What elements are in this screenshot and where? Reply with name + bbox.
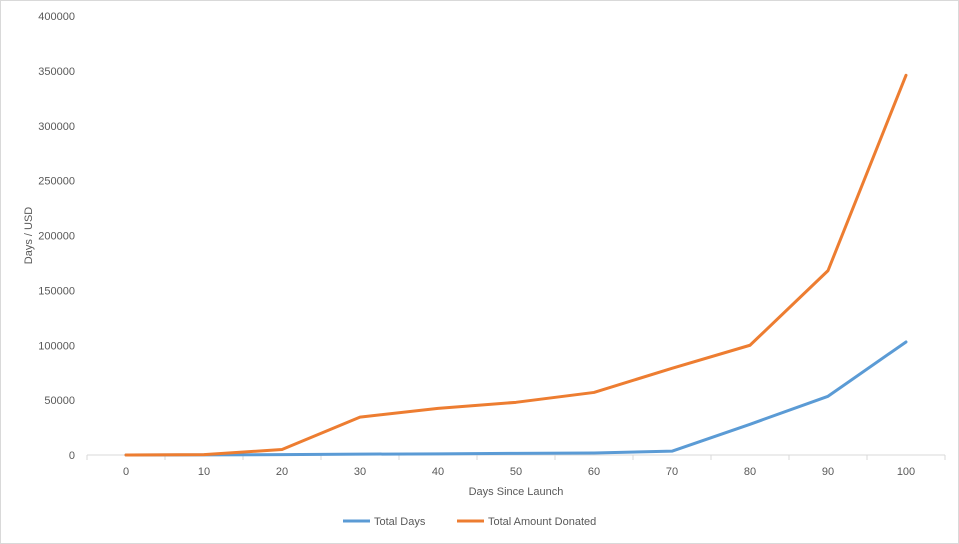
x-tick-label: 10: [198, 466, 210, 478]
x-tick-label: 30: [354, 466, 366, 478]
y-tick-label: 0: [69, 450, 75, 462]
x-tick-label: 90: [822, 466, 834, 478]
x-tick-label: 20: [276, 466, 288, 478]
y-axis-ticks: 0 50000 100000 150000 200000 250000 300000 3500…: [38, 11, 75, 462]
y-tick-label: 350000: [38, 66, 75, 78]
y-tick-label: 400000: [38, 11, 75, 23]
x-tick-label: 80: [744, 466, 756, 478]
x-tick-label: 100: [897, 466, 915, 478]
legend-label: Total Amount Donated: [488, 516, 596, 528]
legend: Total Days Total Amount Donated: [343, 516, 596, 528]
x-tick-label: 70: [666, 466, 678, 478]
x-tick-label: 0: [123, 466, 129, 478]
y-tick-label: 200000: [38, 231, 75, 243]
y-tick-label: 100000: [38, 340, 75, 352]
legend-label: Total Days: [374, 516, 426, 528]
y-tick-label: 50000: [44, 395, 75, 407]
series-line-0: [124, 340, 908, 457]
x-tick-label: 50: [510, 466, 522, 478]
x-tick-label: 60: [588, 466, 600, 478]
x-axis-title: Days Since Launch: [469, 486, 564, 498]
x-axis-ticks: 0 10 20 30 40 50 60 70 80 90 100: [86, 455, 946, 478]
series-line-1: [124, 73, 908, 457]
series-lines: [124, 73, 908, 457]
x-tick-label: 40: [432, 466, 444, 478]
y-axis-title: Days / USD: [23, 207, 35, 265]
legend-item: Total Amount Donated: [457, 516, 596, 528]
legend-item: Total Days: [343, 516, 426, 528]
y-tick-label: 150000: [38, 285, 75, 297]
y-tick-label: 250000: [38, 176, 75, 188]
y-tick-label: 300000: [38, 121, 75, 133]
